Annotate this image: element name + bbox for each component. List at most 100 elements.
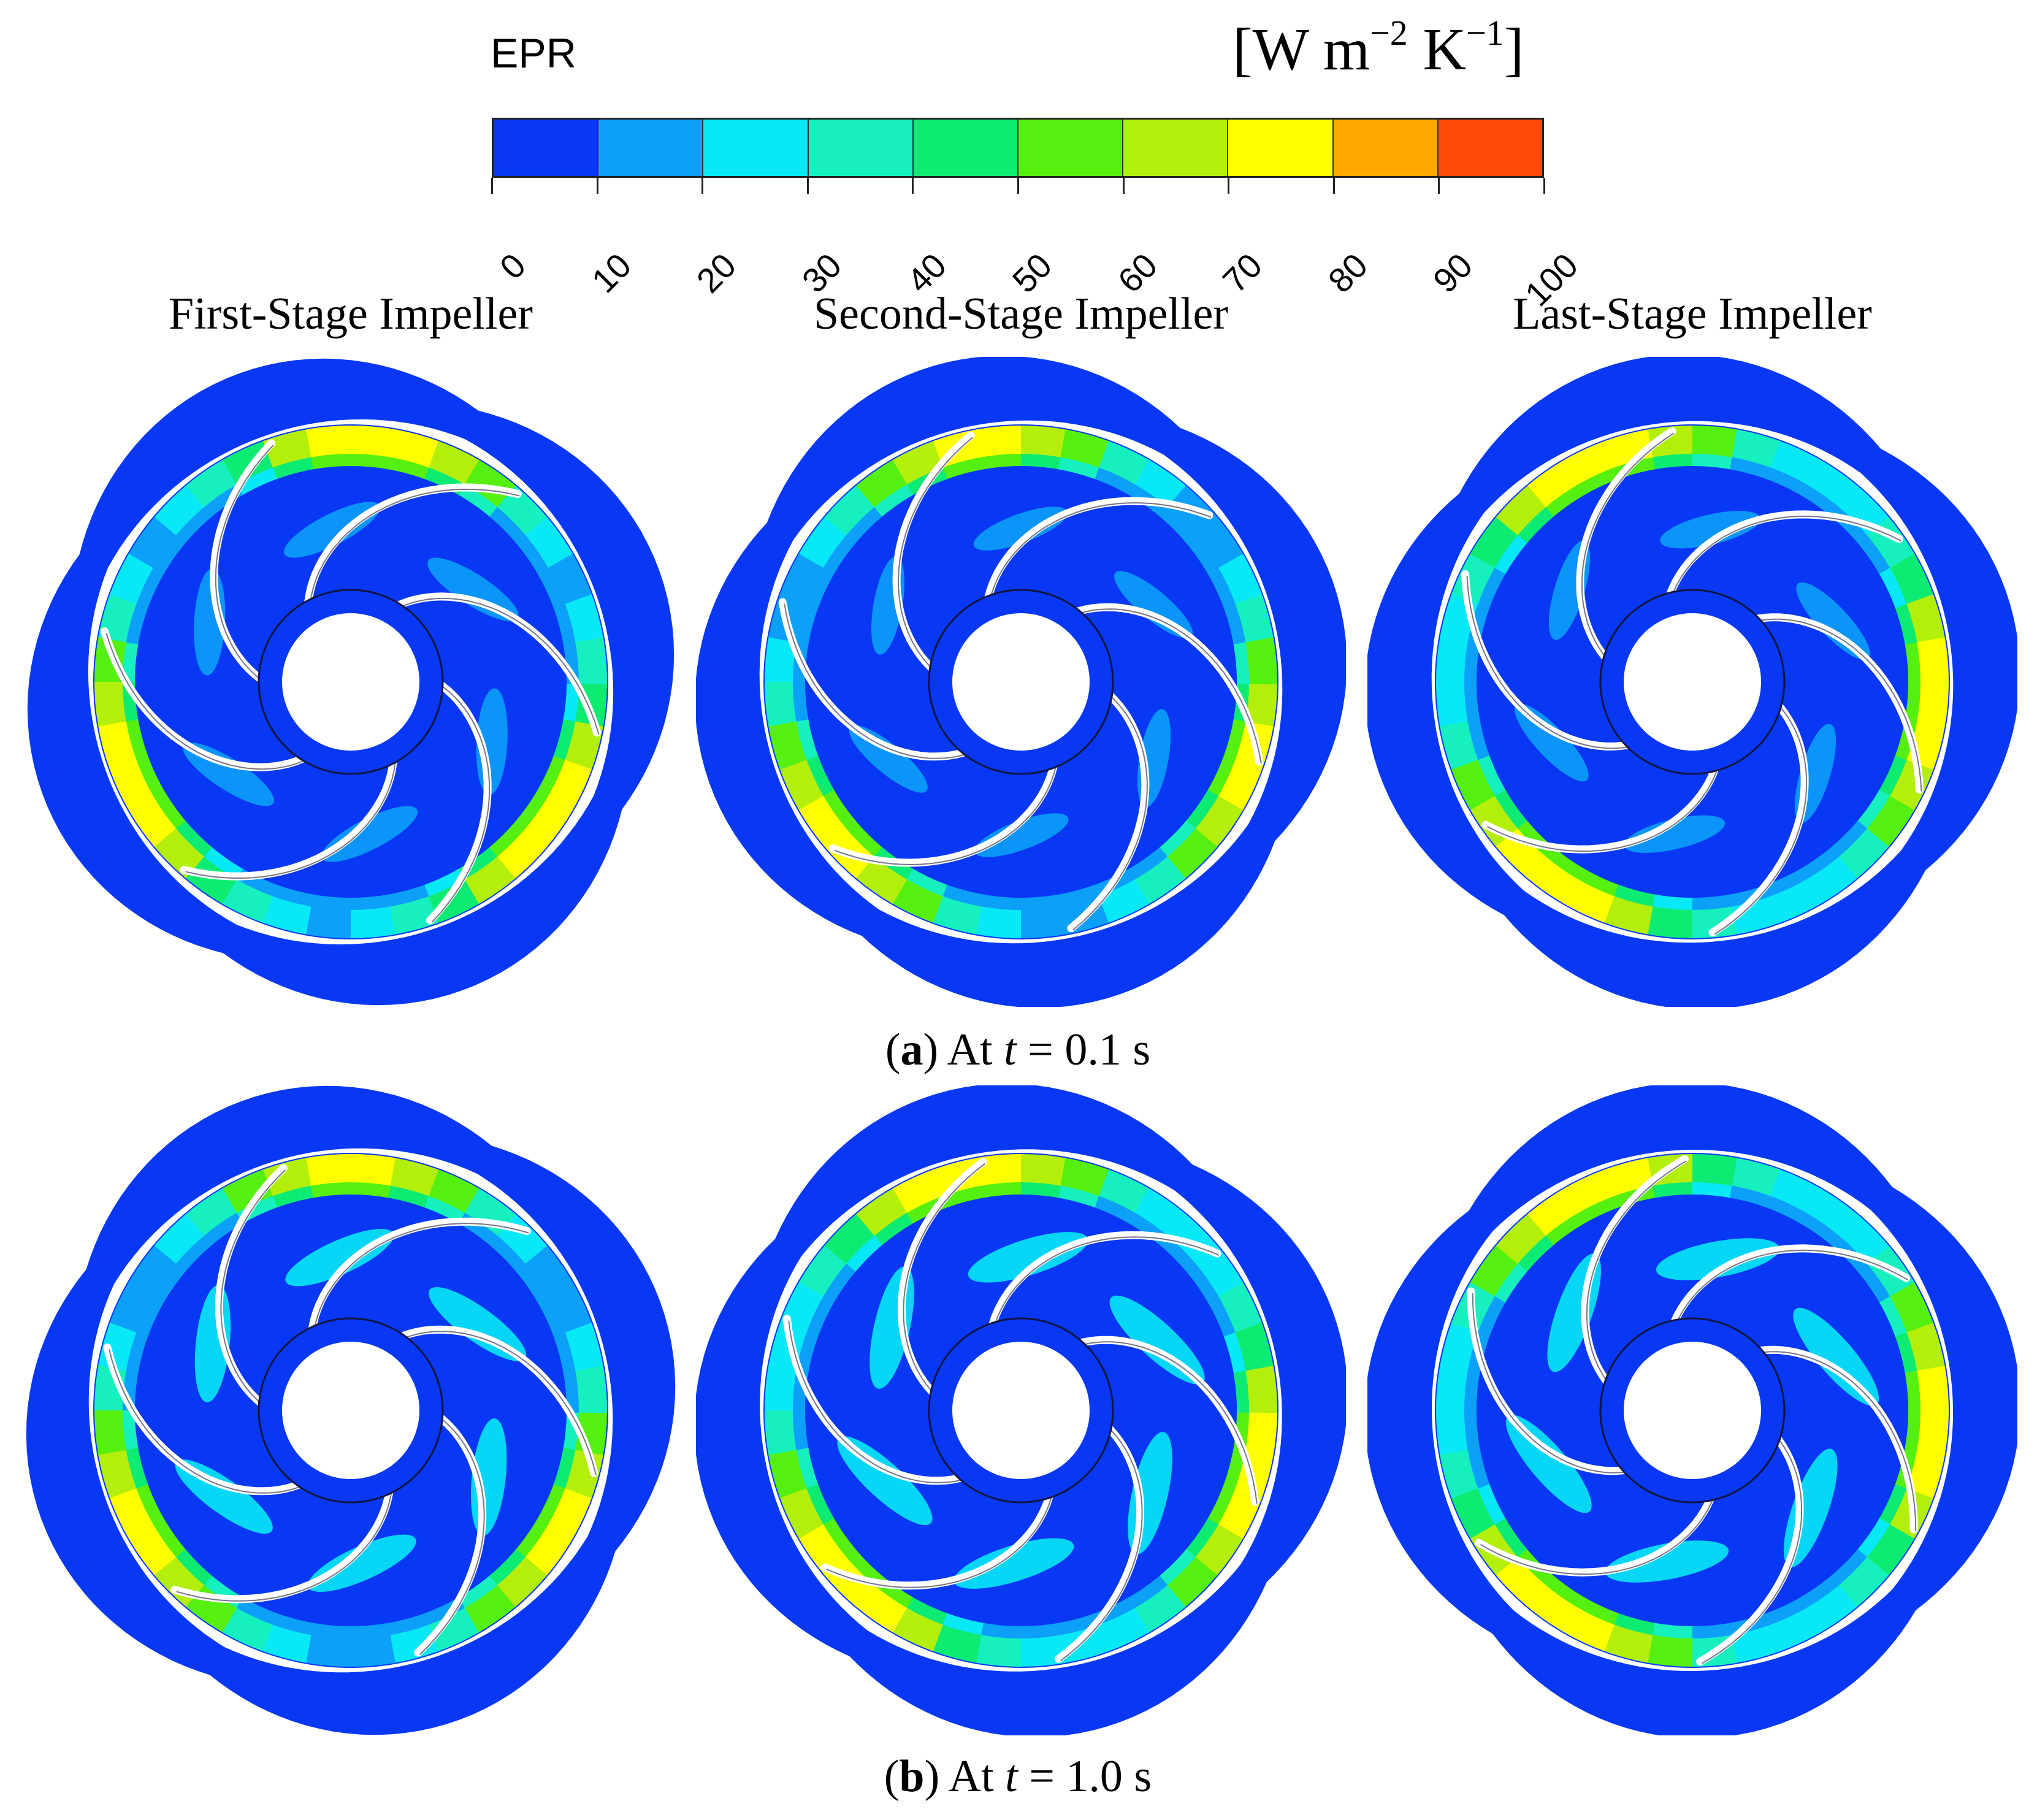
guide-vane-crescent <box>443 405 675 831</box>
colorbar-tick-label: 0 <box>492 245 533 287</box>
column-label-last-stage: Last-Stage Impeller <box>1513 289 1872 339</box>
guide-vane-crescent <box>1456 1085 1908 1250</box>
ring-contour-band-inner <box>979 1623 1021 1638</box>
units-exponent-1: −2 <box>1370 13 1408 53</box>
ring-contour-band <box>426 1607 479 1653</box>
ring-contour-band <box>1494 1554 1547 1607</box>
ring-contour-band-inner <box>1857 1263 1892 1305</box>
legend-variable-label: EPR <box>491 30 576 77</box>
units-exponent-2: −1 <box>1466 13 1504 53</box>
guide-vane-crescent <box>1477 1571 1928 1735</box>
colorbar-segment <box>913 120 1019 176</box>
impeller-blade-edge <box>1072 694 1148 931</box>
ring-contour-band <box>261 894 311 935</box>
ring-contour-band <box>127 1521 177 1575</box>
ring-contour-band <box>494 1556 548 1608</box>
ring-contour-band-inner <box>1126 1575 1168 1610</box>
ring-contour-band <box>1436 679 1469 727</box>
ring-contour-band-inner <box>822 787 856 829</box>
ring-contour-band <box>1770 441 1823 487</box>
ring-contour-band-inner <box>1764 1597 1806 1626</box>
impeller-blade-edge <box>176 1488 392 1602</box>
colorbar-tick <box>1332 178 1335 194</box>
ring-contour-band <box>1645 904 1692 938</box>
ring-contour-band-inner <box>1545 483 1587 517</box>
ring-contour-band-inner <box>151 1516 186 1558</box>
ring-contour-band-inner <box>1878 755 1907 798</box>
impeller-first-stage-t01 <box>27 358 675 1006</box>
ring-contour-band-inner <box>846 1234 884 1272</box>
ring-contour-band-inner <box>1856 790 1890 830</box>
ring-contour-band <box>1194 1245 1245 1299</box>
ring-contour-band <box>1496 1212 1549 1265</box>
ring-contour-band <box>351 426 398 459</box>
ring-contour-band-inner <box>1223 719 1246 762</box>
ring-contour-band-inner <box>806 1294 835 1337</box>
ring-contour-band <box>546 759 592 812</box>
colorbar-tick-label: 20 <box>689 245 744 300</box>
ring-contour-band-inner <box>174 1547 212 1585</box>
ring-contour-band-inner <box>1464 1408 1480 1450</box>
impeller-blade-edge <box>834 762 1057 866</box>
ring-contour-band-inner <box>176 1234 214 1272</box>
ring-contour-band-inner <box>237 467 279 495</box>
impeller-blade <box>393 1325 598 1477</box>
impeller-blade-edge <box>105 633 310 770</box>
ring-contour-band <box>1527 458 1581 508</box>
impeller-group <box>696 357 1346 1007</box>
ring-contour-band <box>1645 1633 1692 1667</box>
ring-contour-band <box>1234 1323 1274 1374</box>
ring-contour-band-inner <box>844 1547 882 1585</box>
ring-contour-band-inner <box>796 717 819 760</box>
ring-contour-band <box>1602 1623 1653 1663</box>
colorbar-tick-label: 90 <box>1426 245 1480 300</box>
ring-contour-band-inner <box>1056 1613 1099 1635</box>
ring-contour-band-inner <box>308 894 351 910</box>
ring-contour-band-inner <box>1544 1574 1584 1608</box>
impeller-blade <box>1576 427 1676 666</box>
guide-vane-crescent <box>27 533 259 958</box>
ring-contour-band-inner <box>1467 717 1490 760</box>
ring-contour-band-inner <box>1690 894 1732 910</box>
ring-contour-band <box>464 460 518 510</box>
ring-contour-band <box>428 441 481 487</box>
ring-contour-band-inner <box>1905 1410 1920 1453</box>
hub-bore <box>282 613 419 751</box>
ring-contour-band <box>1450 1486 1496 1539</box>
units-suffix: ] <box>1504 17 1524 83</box>
ring-contour-band-inner <box>516 535 550 576</box>
ring-contour-band-inner <box>126 602 149 644</box>
passage-contour-patch <box>968 1232 1088 1283</box>
ring-contour-band <box>1194 517 1245 571</box>
ring-contour-band-inner <box>1798 1575 1840 1610</box>
impeller-blade-edge <box>1487 766 1719 852</box>
ring-contour-band <box>1060 1158 1111 1198</box>
ring-contour-band <box>186 458 240 508</box>
impeller-blade-edge <box>1060 1426 1143 1662</box>
units-mid: K <box>1407 17 1467 83</box>
ring-contour-band-inner <box>348 894 391 910</box>
impeller-blade-edge <box>1673 1249 1909 1329</box>
ring-contour-band <box>976 426 1024 459</box>
colorbar-tick <box>1017 178 1019 194</box>
ring-contour-band-inner <box>514 790 549 830</box>
colorbar-tick <box>806 178 809 194</box>
ring-contour-band <box>220 877 273 923</box>
impeller-blade <box>307 1217 531 1338</box>
guide-vane-crescent <box>74 358 500 590</box>
ring-contour-band-inner <box>489 507 527 545</box>
ring-contour-band <box>109 1486 155 1539</box>
guide-vane-crescent <box>1853 1174 2017 1626</box>
ring-contour-band <box>546 1488 592 1541</box>
passage-contour-patch <box>1660 511 1760 549</box>
ring-contour-band-inner <box>272 1185 316 1208</box>
impeller-blade-edge <box>1472 1293 1632 1474</box>
ring-contour-band <box>1905 1450 1945 1501</box>
ring-contour-band <box>765 679 798 727</box>
colorbar-tick <box>596 178 598 194</box>
ring-contour-band <box>1164 1556 1218 1608</box>
ring-contour-band-inner <box>1905 642 1920 684</box>
ring-contour-band-inner <box>941 884 984 907</box>
impeller-blade-edge <box>1714 703 1808 935</box>
impeller-blade <box>1481 760 1721 854</box>
